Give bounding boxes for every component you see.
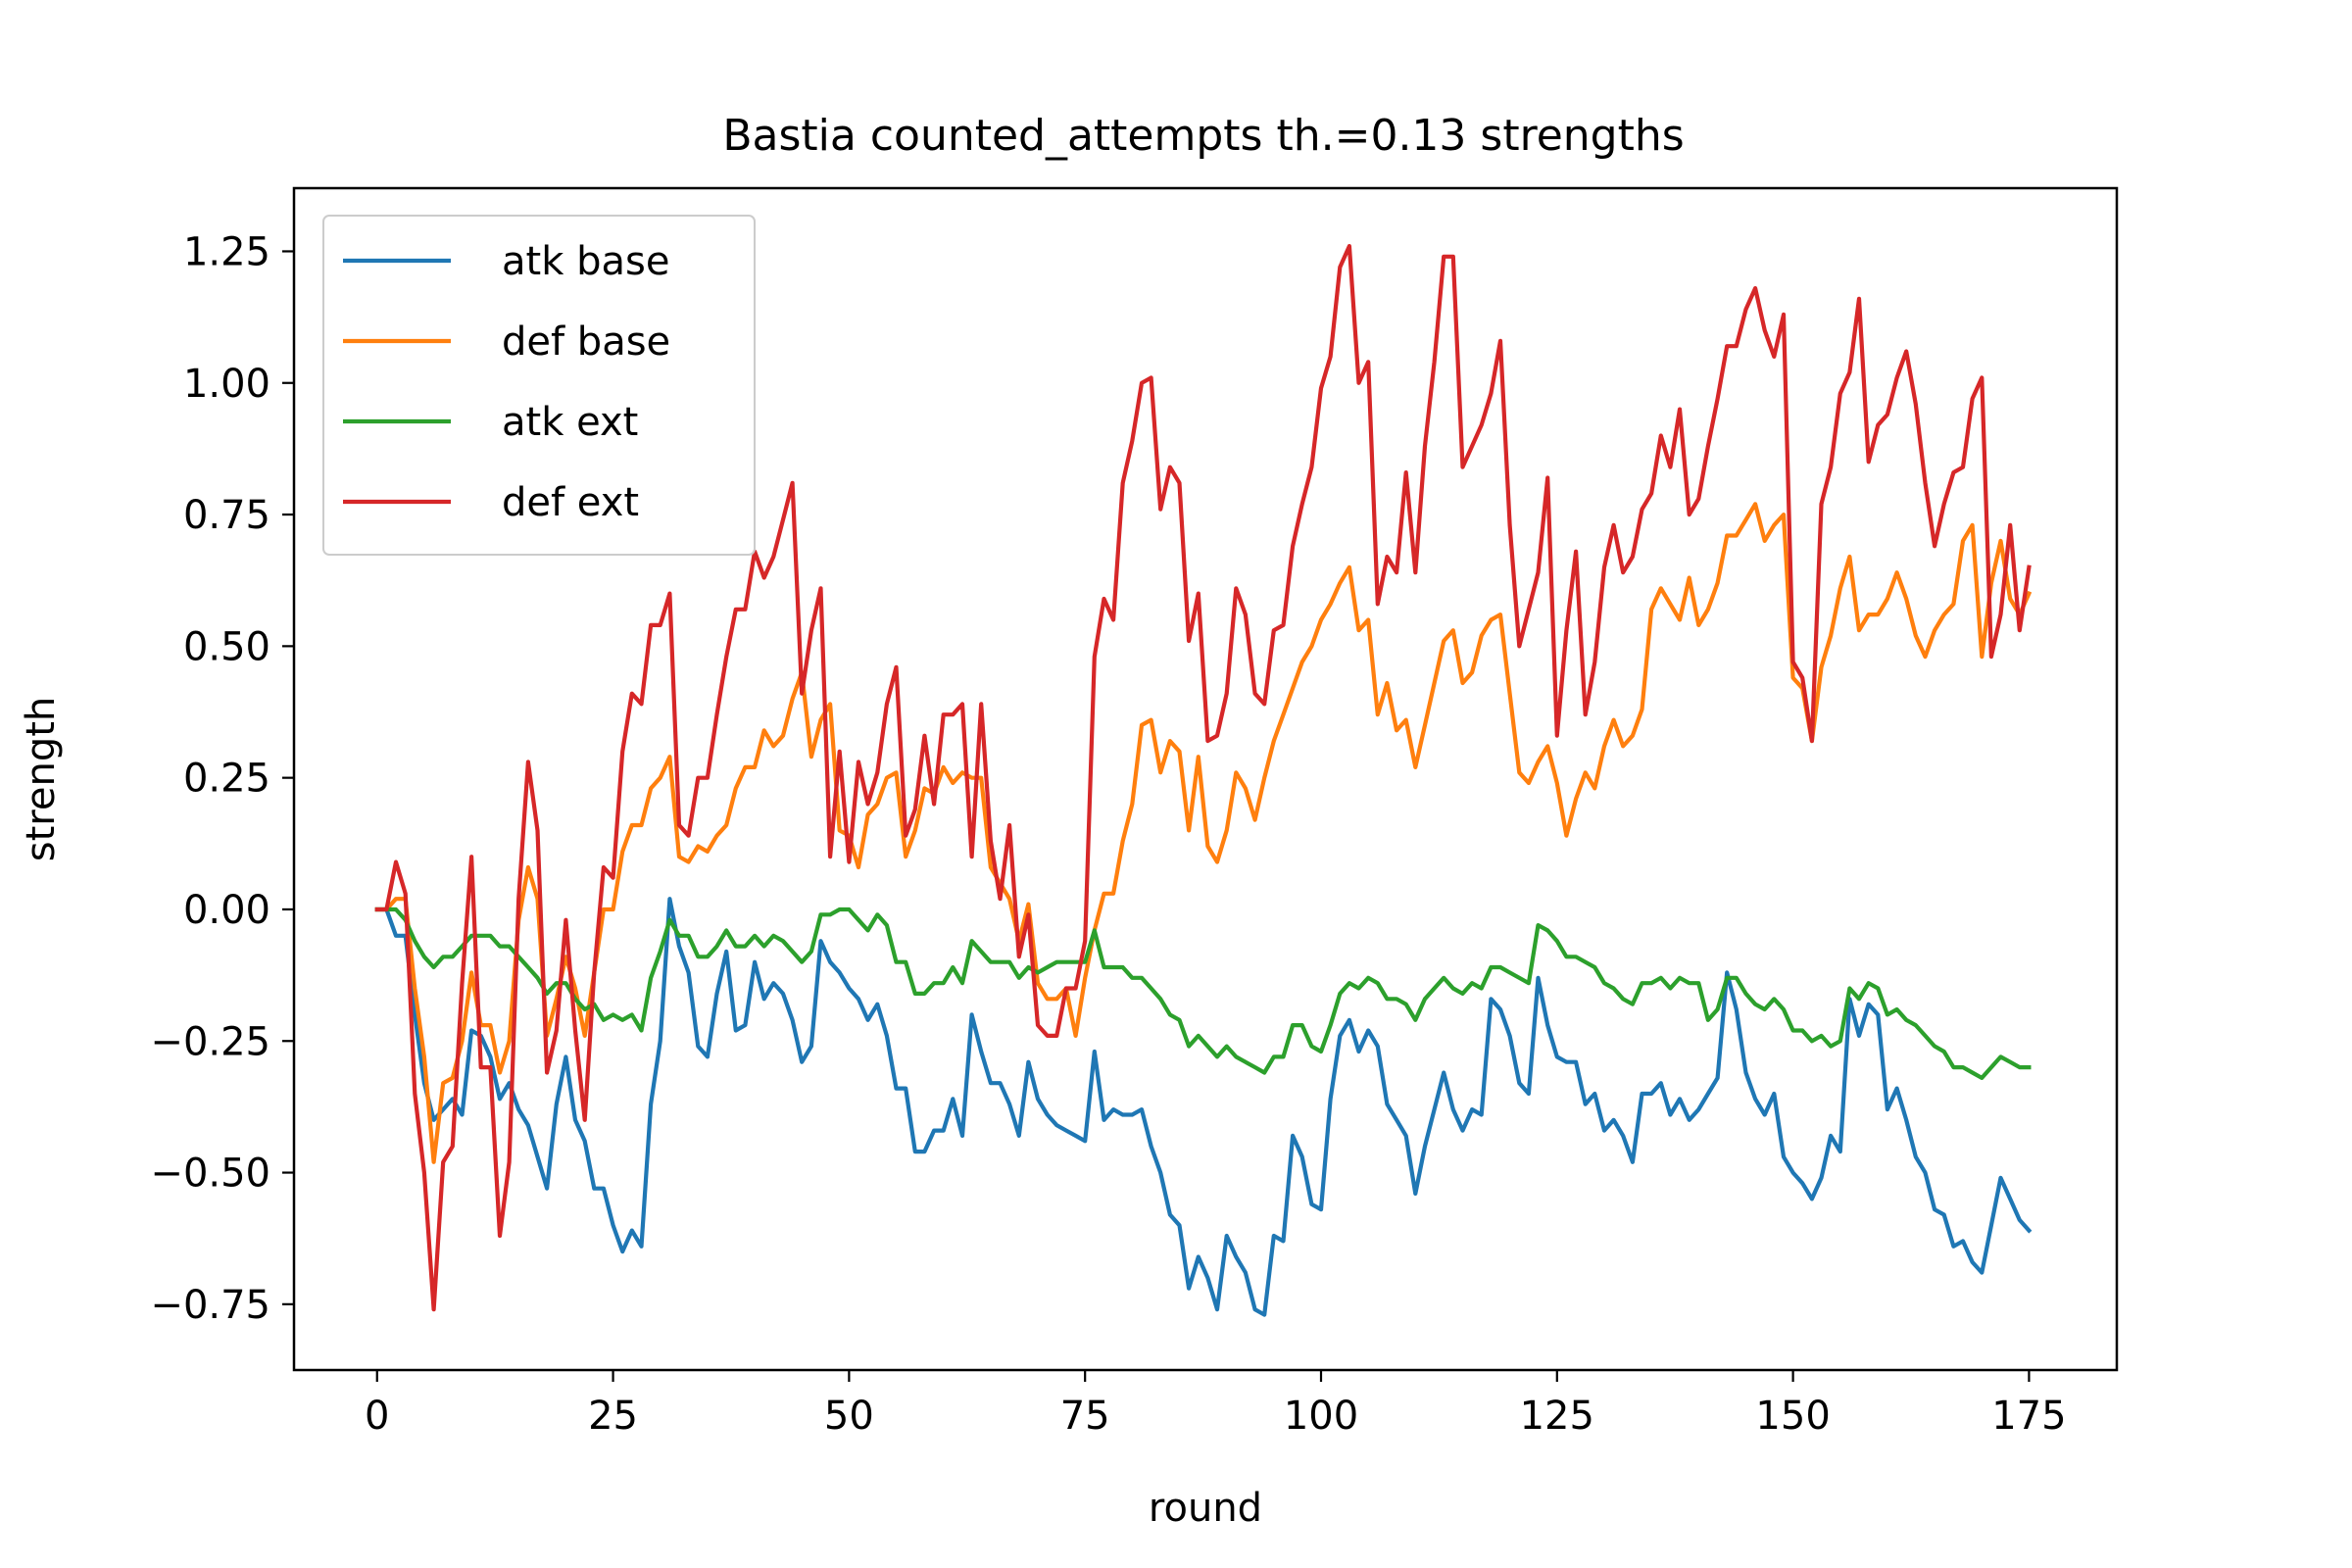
x-axis: 0 25 50 75 100 125 150 175 [365,1370,2067,1439]
series-line-0 [374,897,2033,1317]
legend-label: def ext [502,480,639,525]
y-tick-label: −0.50 [150,1152,270,1197]
chart-title: Bastia counted_attempts th.=0.13 strengt… [722,111,1684,161]
series-line-3 [374,244,2032,1312]
y-tick-label: −0.75 [150,1283,270,1328]
y-axis-label: strength [19,697,64,861]
x-tick-label: 125 [1520,1394,1594,1439]
y-tick-label: 0.25 [183,757,270,802]
y-tick-label: 0.50 [183,624,270,669]
legend: atk base def base atk ext def ext [322,215,756,556]
x-tick-label: 175 [1991,1394,2066,1439]
plot-area-frame [292,186,2119,1372]
series-layer [374,244,2033,1317]
x-axis-label: round [1149,1486,1262,1531]
y-tick-label: 0.75 [183,493,270,538]
x-tick-label: 0 [365,1394,389,1439]
x-tick-label: 100 [1284,1394,1358,1439]
legend-label: atk base [502,239,669,284]
x-tick-label: 75 [1060,1394,1110,1439]
legend-label: def base [502,319,670,365]
series-line-1 [374,502,2033,1164]
x-tick-label: 150 [1755,1394,1830,1439]
y-tick-label: 1.25 [183,229,270,274]
y-tick-label: 0.00 [183,888,270,933]
legend-box [322,215,756,556]
series-line-2 [374,906,2032,1080]
x-tick-label: 25 [588,1394,638,1439]
legend-label: atk ext [502,400,638,445]
y-axis: −0.75 −0.50 −0.25 0.00 0.25 0.50 0.75 1.00 1.25 [150,229,294,1328]
y-tick-label: 1.00 [183,362,270,407]
x-tick-label: 50 [824,1394,874,1439]
y-tick-label: −0.25 [150,1019,270,1064]
